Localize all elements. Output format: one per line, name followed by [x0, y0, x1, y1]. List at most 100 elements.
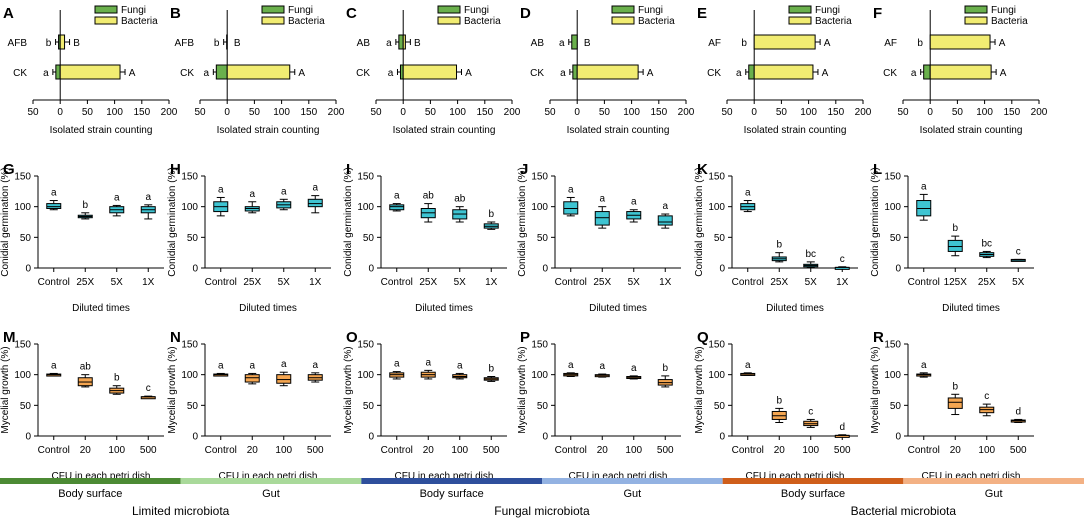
significance-letter: a — [631, 363, 637, 374]
group-label: Gut — [262, 488, 280, 500]
significance-letter: a — [249, 189, 255, 200]
significance-letter: a — [394, 359, 400, 370]
legend-label: Bacteria — [991, 16, 1028, 27]
panel-letter: I — [346, 161, 350, 178]
significance-letter: a — [145, 192, 151, 203]
category-label: AB — [531, 38, 545, 49]
x-tick-label: 25X — [593, 277, 611, 288]
bacteria-bar — [753, 34, 816, 50]
x-axis-label: CFU in each petri dish — [219, 471, 318, 482]
panel-e: E 50 0 50 100 150 200 Isolated strain counting A… — [697, 5, 872, 136]
x-tick-label: 500 — [834, 445, 851, 456]
significance-letter: A — [824, 38, 831, 49]
panel-c: C 50 0 50 100 150 200 Isolated strain counting A… — [346, 5, 521, 136]
panel-letter: N — [170, 329, 181, 346]
box — [947, 397, 963, 409]
y-tick-label: 150 — [14, 340, 31, 351]
significance-letter: a — [218, 360, 224, 371]
significance-letter: a — [43, 68, 49, 79]
x-axis-label: Diluted times — [72, 303, 130, 314]
x-tick-label: 1X — [836, 277, 849, 288]
y-tick-label: 0 — [542, 432, 548, 443]
y-tick-label: 150 — [14, 172, 31, 183]
x-tick-label: 50 — [370, 107, 382, 118]
category-label: AF — [708, 38, 721, 49]
significance-letter: A — [647, 68, 654, 79]
x-tick-label: 125X — [944, 277, 968, 288]
x-tick-label: 1X — [309, 277, 322, 288]
significance-letter: b — [776, 395, 782, 406]
legend-label: Fungi — [288, 5, 313, 16]
x-tick-label: 150 — [1003, 107, 1020, 118]
y-tick-label: 0 — [895, 264, 901, 275]
legend-swatch-fungi — [437, 5, 461, 14]
y-axis-label: Conidial germination (%) — [517, 167, 528, 277]
y-tick-label: 100 — [14, 370, 31, 381]
group-label: Body surface — [58, 488, 122, 500]
significance-letter: A — [999, 38, 1006, 49]
x-axis-label: CFU in each petri dish — [395, 471, 494, 482]
significance-letter: ab — [80, 362, 92, 373]
significance-letter: a — [457, 360, 463, 371]
x-tick-label: 50 — [194, 107, 206, 118]
x-tick-label: Control — [555, 445, 587, 456]
y-tick-label: 0 — [25, 264, 31, 275]
significance-letter: b — [214, 38, 220, 49]
x-tick-label: Control — [38, 277, 70, 288]
x-axis-label: CFU in each petri dish — [569, 471, 668, 482]
x-tick-label: 50 — [952, 107, 964, 118]
panel-letter: C — [346, 5, 357, 22]
significance-letter: bc — [805, 249, 816, 260]
category-label: AFB — [175, 38, 195, 49]
x-tick-label: 50 — [544, 107, 556, 118]
fungi-bar — [748, 64, 755, 80]
x-tick-label: Control — [555, 277, 587, 288]
x-tick-label: 25X — [770, 277, 788, 288]
bacteria-bar — [59, 64, 121, 80]
x-tick-label: 0 — [57, 107, 63, 118]
x-tick-label: 50 — [721, 107, 733, 118]
y-tick-label: 0 — [25, 432, 31, 443]
bacteria-bar — [929, 34, 991, 50]
bacteria-bar — [226, 64, 291, 80]
fungi-bar — [215, 64, 228, 80]
category-label: CK — [180, 68, 194, 79]
y-tick-label: 50 — [537, 401, 549, 412]
legend-label: Bacteria — [815, 16, 852, 27]
group-color-strip — [722, 478, 904, 484]
x-tick-label: 200 — [678, 107, 695, 118]
significance-letter: a — [388, 68, 394, 79]
panel-letter: L — [873, 161, 882, 178]
significance-letter: a — [281, 359, 287, 370]
group-title: Limited microbiota — [132, 504, 230, 518]
significance-letter: b — [741, 38, 747, 49]
y-tick-label: 100 — [708, 202, 725, 213]
fungi-bar — [398, 34, 404, 50]
x-tick-label: 5X — [628, 277, 641, 288]
x-axis-label: Isolated strain counting — [567, 125, 670, 136]
y-axis-label: Mycelial growth (%) — [343, 346, 354, 433]
y-tick-label: 0 — [368, 432, 374, 443]
category-label: AFB — [8, 38, 28, 49]
y-tick-label: 100 — [884, 370, 901, 381]
significance-letter: a — [312, 183, 318, 194]
y-tick-label: 150 — [357, 172, 374, 183]
legend-swatch-bacteria — [437, 16, 461, 25]
y-tick-label: 150 — [181, 172, 198, 183]
y-tick-label: 0 — [192, 264, 198, 275]
x-tick-label: 50 — [776, 107, 788, 118]
panel-letter: H — [170, 161, 181, 178]
group-label: Gut — [985, 488, 1003, 500]
box — [594, 211, 610, 226]
panel-f: F 50 0 50 100 150 200 Isolated strain counting A… — [873, 5, 1048, 136]
x-tick-label: 50 — [897, 107, 909, 118]
group-label: Gut — [623, 488, 641, 500]
y-axis-label: Mycelial growth (%) — [167, 346, 178, 433]
x-tick-label: 500 — [483, 445, 500, 456]
box — [276, 374, 292, 384]
legend-swatch-bacteria — [788, 16, 812, 25]
fungi-bar — [572, 64, 578, 80]
